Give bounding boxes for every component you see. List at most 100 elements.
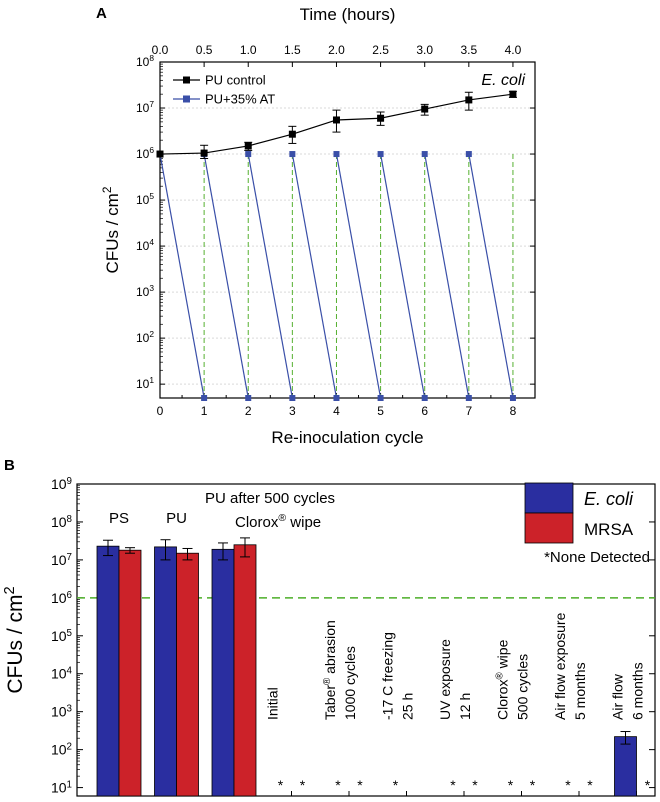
x-tick-label: 5 (377, 404, 384, 418)
decay-line (291, 153, 338, 399)
group-label: 6 months (630, 662, 646, 720)
y-tick-label: 102 (51, 741, 72, 758)
legend-marker (183, 76, 190, 84)
data-point (465, 151, 472, 158)
group-label: Initial (265, 687, 281, 720)
y-tick-label: 105 (136, 191, 154, 207)
decay-line (379, 153, 426, 399)
group-label: 1000 cycles (342, 646, 358, 720)
none-detected-star: * (472, 777, 478, 793)
panel-a: A 0 1 2 3 4 5 6 7 8 0.0 0.5 1.0 1.5 2.0 2.5 3.0 3.5 4.0 101… (96, 5, 536, 447)
none-detected-star: * (645, 777, 651, 793)
y-tick-label: 108 (136, 53, 154, 69)
legend-swatch (524, 512, 574, 544)
data-point (509, 90, 517, 98)
decay-line (247, 153, 293, 399)
group-label: 500 cycles (515, 654, 531, 720)
plot-frame-a (159, 61, 536, 399)
bar (211, 548, 235, 797)
series-pu-control (156, 90, 517, 160)
group-label: PS (109, 510, 129, 527)
y-tick-label: 106 (136, 145, 154, 161)
data-point (245, 151, 252, 158)
legend-label: E. coli (584, 489, 634, 509)
x2-tick-label: 1.5 (284, 43, 301, 57)
x-tick-label: 2 (245, 404, 252, 418)
data-point (377, 114, 385, 122)
data-point (288, 130, 296, 138)
bar (118, 549, 142, 797)
x-tick-label: 1 (201, 404, 208, 418)
y-tick-label: 101 (51, 779, 72, 796)
y-tick-label: 107 (51, 551, 72, 568)
group-label: PU (166, 510, 187, 527)
data-point (465, 395, 472, 401)
panel-label-a: A (96, 5, 107, 22)
x2-tick-label: 2.0 (328, 43, 345, 57)
x2-tick-label: 0.0 (152, 43, 169, 57)
y-tick-label: 105 (51, 627, 73, 644)
x2-tick-label: 0.5 (196, 43, 213, 57)
group-label: Air flow exposure (552, 612, 568, 720)
legend-swatch (524, 482, 574, 514)
data-point (244, 142, 252, 150)
data-point (377, 395, 384, 401)
data-point (156, 150, 164, 158)
data-point (377, 151, 384, 158)
none-detected-star: * (393, 777, 399, 793)
x-tick-label: 4 (333, 404, 340, 418)
series-pu-at (157, 151, 516, 401)
x2-tick-label: 4.0 (505, 43, 522, 57)
none-detected-star: * (508, 777, 514, 793)
decay-line (468, 153, 514, 399)
group-label: 12 h (457, 693, 473, 720)
x-axis-title-a: Re-inoculation cycle (271, 428, 423, 447)
data-point (289, 151, 296, 158)
x-tick-label: 6 (421, 404, 428, 418)
y-axis-title-a: CFUs / cm2 (100, 186, 122, 273)
group-label: Air flow (610, 673, 626, 720)
legend-label: PU+35% AT (205, 92, 275, 107)
bar (154, 546, 177, 797)
group-label: 25 h (400, 693, 416, 720)
data-point (200, 149, 208, 157)
data-point (245, 395, 252, 401)
data-point (421, 395, 428, 401)
none-detected-star: * (335, 777, 341, 793)
x2-tick-label: 3.5 (460, 43, 477, 57)
legend-b: E. coli MRSA *None Detected (524, 482, 650, 566)
x2-tick-label: 2.5 (372, 43, 389, 57)
data-point (289, 395, 296, 401)
group-label: 5 months (572, 662, 588, 720)
decay-line (159, 153, 205, 399)
legend-label: MRSA (584, 520, 634, 539)
data-point (333, 151, 340, 158)
y-axis-title-b: CFUs / cm2 (2, 586, 27, 693)
y-tick-label: 107 (136, 99, 154, 115)
none-detected-star: * (587, 777, 593, 793)
data-point (332, 116, 340, 124)
none-detected-star: * (450, 777, 456, 793)
x2-tick-label: 1.0 (240, 43, 257, 57)
none-detected-star: * (530, 777, 536, 793)
bar (233, 544, 257, 797)
legend-a: PU control PU+35% AT (173, 73, 275, 107)
bar (176, 552, 199, 797)
legend-note: *None Detected (544, 549, 650, 566)
decay-line (203, 153, 249, 399)
y-tick-label: 103 (136, 283, 154, 299)
species-annotation: E. coli (481, 72, 525, 89)
x-tick-label: 0 (157, 404, 164, 418)
x-tick-label: 7 (465, 404, 472, 418)
y-tick-label: 101 (136, 375, 154, 391)
data-point (509, 395, 516, 401)
bar (96, 545, 120, 797)
decay-line (424, 153, 470, 399)
y-tick-label: 104 (136, 237, 154, 253)
data-point (421, 151, 428, 158)
decay-line (335, 153, 382, 399)
group-label: PU after 500 cycles (205, 490, 335, 507)
none-detected-star: * (278, 777, 284, 793)
plot-frame-b (76, 483, 656, 797)
